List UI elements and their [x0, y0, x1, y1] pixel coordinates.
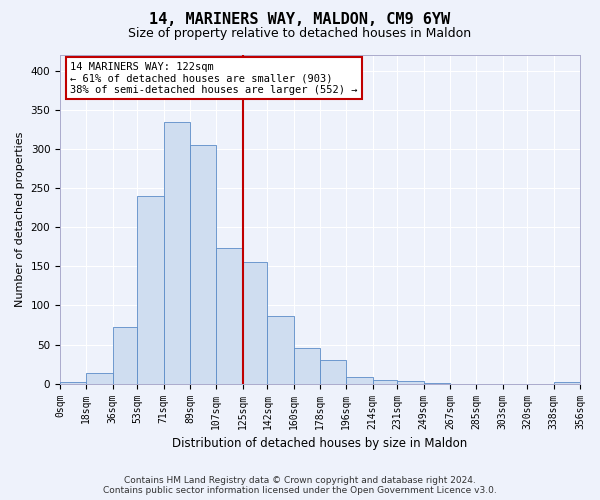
Bar	[190, 145, 217, 384]
Bar	[217, 248, 242, 384]
Text: 14 MARINERS WAY: 122sqm
← 61% of detached houses are smaller (903)
38% of semi-d: 14 MARINERS WAY: 122sqm ← 61% of detache…	[70, 62, 358, 95]
Bar	[242, 262, 268, 384]
Y-axis label: Number of detached properties: Number of detached properties	[15, 132, 25, 307]
Bar	[397, 382, 424, 384]
Bar	[60, 382, 86, 384]
Text: Contains HM Land Registry data © Crown copyright and database right 2024.
Contai: Contains HM Land Registry data © Crown c…	[103, 476, 497, 495]
Bar	[268, 316, 294, 384]
Bar	[554, 382, 580, 384]
Text: Size of property relative to detached houses in Maldon: Size of property relative to detached ho…	[128, 28, 472, 40]
Text: 14, MARINERS WAY, MALDON, CM9 6YW: 14, MARINERS WAY, MALDON, CM9 6YW	[149, 12, 451, 28]
Bar	[113, 328, 137, 384]
X-axis label: Distribution of detached houses by size in Maldon: Distribution of detached houses by size …	[172, 437, 467, 450]
Bar	[164, 122, 190, 384]
Bar	[86, 372, 113, 384]
Bar	[373, 380, 397, 384]
Bar	[346, 378, 373, 384]
Bar	[424, 383, 450, 384]
Bar	[137, 196, 164, 384]
Bar	[294, 348, 320, 384]
Bar	[320, 360, 346, 384]
